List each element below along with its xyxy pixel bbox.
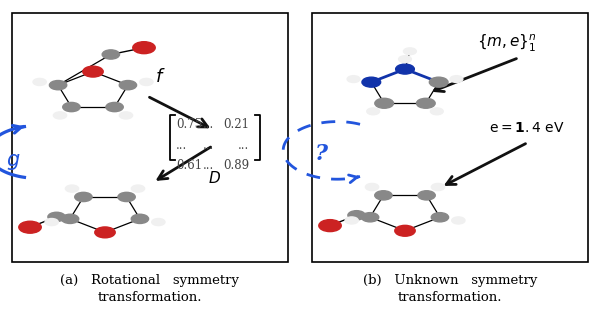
Circle shape — [416, 98, 435, 108]
Circle shape — [48, 212, 65, 221]
Text: $\{m, e\}_1^n$: $\{m, e\}_1^n$ — [477, 33, 537, 54]
Circle shape — [102, 50, 119, 59]
Circle shape — [319, 220, 341, 232]
Circle shape — [131, 185, 145, 192]
Circle shape — [61, 214, 79, 223]
Circle shape — [97, 228, 113, 237]
FancyBboxPatch shape — [312, 13, 588, 262]
Text: 0.89: 0.89 — [223, 159, 249, 172]
Circle shape — [53, 112, 67, 119]
Circle shape — [65, 185, 79, 192]
Circle shape — [348, 211, 365, 220]
Circle shape — [398, 56, 412, 62]
Text: 0.21: 0.21 — [223, 118, 249, 132]
Text: $g$: $g$ — [6, 152, 20, 172]
Circle shape — [375, 98, 394, 108]
Text: 0.61: 0.61 — [176, 159, 202, 172]
Text: $D$: $D$ — [208, 170, 221, 186]
Circle shape — [365, 183, 379, 190]
FancyBboxPatch shape — [12, 13, 288, 262]
Circle shape — [119, 81, 137, 90]
Circle shape — [418, 191, 435, 200]
Text: 0.75: 0.75 — [176, 118, 202, 132]
Circle shape — [83, 66, 103, 77]
Text: ...: ... — [203, 159, 214, 172]
Circle shape — [430, 108, 443, 115]
Text: (a)   Rotational   symmetry
transformation.: (a) Rotational symmetry transformation. — [61, 274, 239, 304]
Circle shape — [367, 108, 380, 115]
Circle shape — [362, 77, 380, 87]
Text: (b)   Unknown   symmetry
transformation.: (b) Unknown symmetry transformation. — [363, 274, 537, 304]
Circle shape — [375, 191, 392, 200]
Circle shape — [450, 76, 463, 83]
Circle shape — [45, 219, 58, 226]
Circle shape — [395, 64, 415, 74]
Circle shape — [140, 78, 153, 85]
Circle shape — [131, 214, 149, 223]
Circle shape — [118, 192, 135, 202]
Text: ...: ... — [203, 139, 214, 152]
Circle shape — [106, 102, 123, 112]
Circle shape — [152, 219, 165, 226]
Text: ...: ... — [203, 118, 214, 132]
Text: ...: ... — [238, 139, 249, 152]
Circle shape — [431, 212, 449, 222]
Circle shape — [397, 226, 413, 236]
Circle shape — [49, 81, 67, 90]
Circle shape — [85, 67, 101, 76]
Circle shape — [395, 225, 415, 236]
Circle shape — [361, 212, 379, 222]
Circle shape — [119, 112, 133, 119]
Circle shape — [33, 78, 46, 85]
Text: ...: ... — [176, 139, 187, 152]
Circle shape — [75, 192, 92, 202]
Circle shape — [404, 48, 416, 55]
Circle shape — [63, 102, 80, 112]
Text: $f$: $f$ — [155, 68, 166, 86]
Circle shape — [430, 77, 448, 87]
Circle shape — [431, 183, 445, 190]
Circle shape — [133, 42, 155, 54]
Text: ?: ? — [314, 143, 328, 164]
Circle shape — [19, 221, 41, 233]
Text: $\mathrm{e} = \mathbf{1}.4\ \mathrm{eV}$: $\mathrm{e} = \mathbf{1}.4\ \mathrm{eV}$ — [489, 121, 565, 135]
Circle shape — [452, 217, 465, 224]
Circle shape — [95, 227, 115, 238]
Circle shape — [347, 76, 360, 83]
Circle shape — [345, 217, 358, 224]
